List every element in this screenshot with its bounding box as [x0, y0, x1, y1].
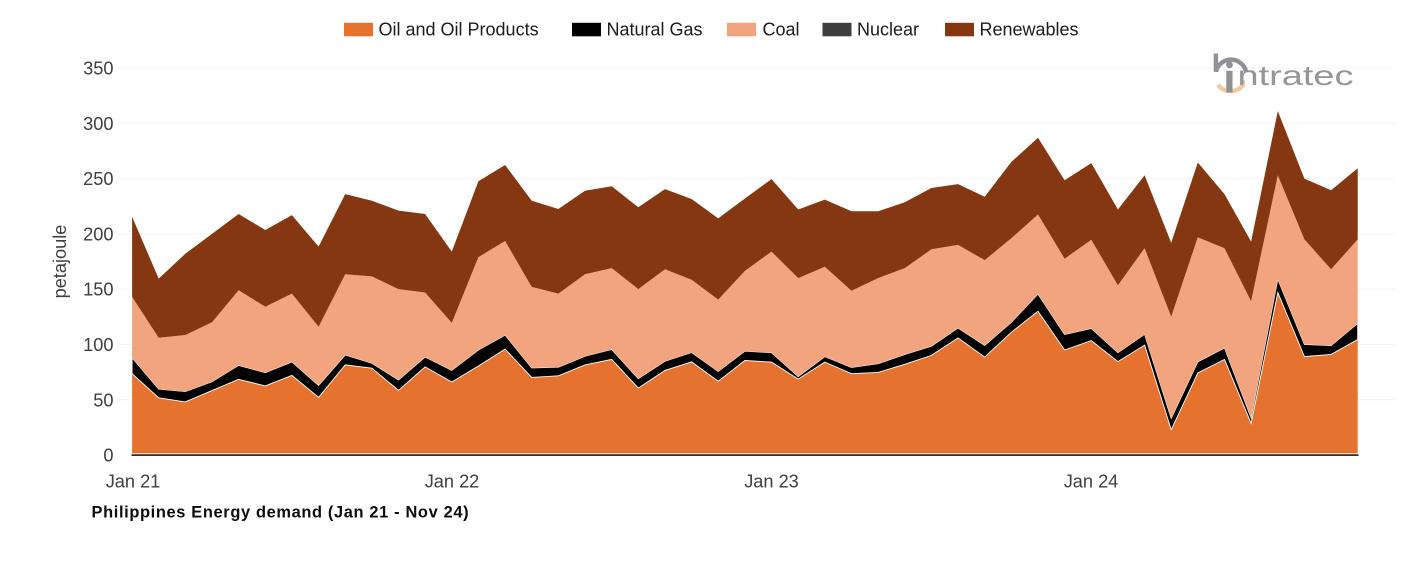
- svg-text:ntratec: ntratec: [1238, 60, 1354, 91]
- svg-text:150: 150: [83, 280, 113, 300]
- svg-text:Coal: Coal: [763, 19, 800, 39]
- svg-text:350: 350: [83, 59, 113, 79]
- svg-text:Natural Gas: Natural Gas: [607, 19, 703, 39]
- svg-text:Jan 22: Jan 22: [425, 472, 480, 492]
- svg-text:Renewables: Renewables: [980, 19, 1079, 39]
- svg-text:Jan 21: Jan 21: [106, 472, 161, 492]
- svg-text:50: 50: [93, 390, 113, 410]
- svg-text:0: 0: [103, 446, 113, 466]
- svg-text:100: 100: [83, 335, 113, 355]
- svg-text:Philippines Energy demand (Jan: Philippines Energy demand (Jan 21 - Nov …: [92, 504, 470, 522]
- svg-text:Jan 24: Jan 24: [1064, 472, 1119, 492]
- svg-text:250: 250: [83, 169, 113, 189]
- svg-text:Nuclear: Nuclear: [857, 19, 919, 39]
- svg-text:200: 200: [83, 225, 113, 245]
- svg-text:300: 300: [83, 114, 113, 134]
- svg-text:Oil and Oil Products: Oil and Oil Products: [379, 19, 539, 39]
- svg-text:petajoule: petajoule: [50, 225, 70, 299]
- svg-text:Jan 23: Jan 23: [744, 472, 799, 492]
